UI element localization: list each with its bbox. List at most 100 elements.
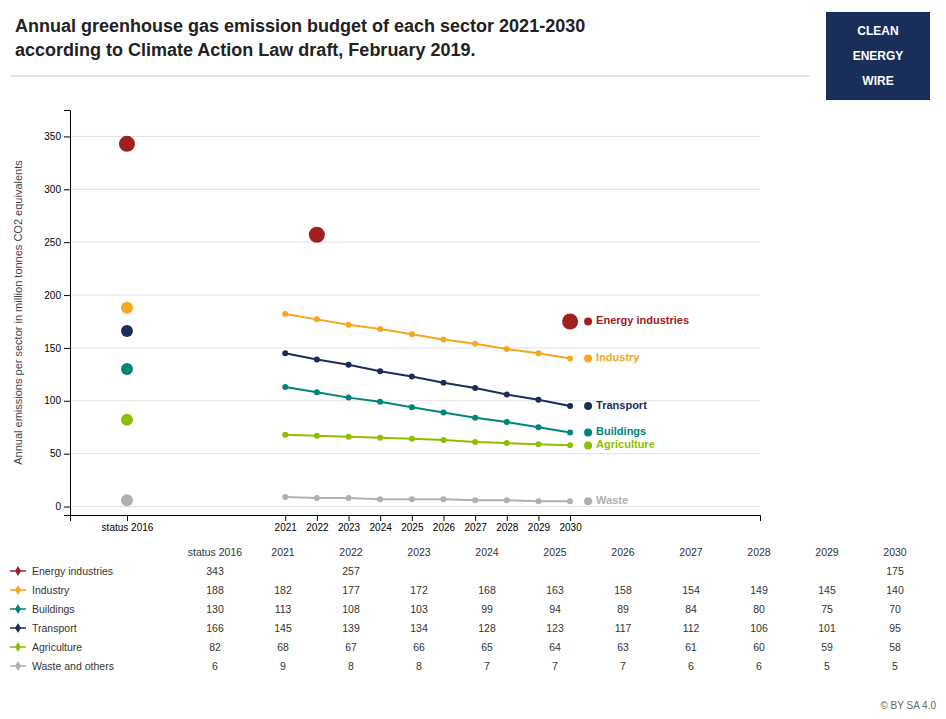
end-label: Agriculture: [596, 438, 655, 450]
tick-mark: [349, 515, 350, 521]
table-header: 2027: [679, 546, 703, 558]
table-row-name: Agriculture: [32, 641, 82, 653]
point: [377, 326, 383, 332]
point: [377, 399, 383, 405]
table-row-name: Buildings: [32, 603, 75, 615]
x-tick: 2026: [433, 515, 456, 533]
tick-label: 2025: [401, 522, 424, 533]
table-value: 66: [413, 641, 425, 653]
table-value: 139: [342, 622, 360, 634]
point: [282, 432, 288, 438]
tick-label: 300: [44, 184, 61, 195]
series: [121, 494, 573, 506]
line: [285, 387, 570, 432]
point: [440, 336, 446, 342]
table-header: 2030: [883, 546, 907, 558]
table-value: 123: [546, 622, 564, 634]
tick-mark: [507, 515, 508, 521]
tick-mark: [412, 515, 413, 521]
label-marker: [584, 402, 592, 410]
point: [535, 424, 541, 430]
point: [377, 368, 383, 374]
point: [346, 495, 352, 501]
point: [440, 437, 446, 443]
point: [409, 404, 415, 410]
table-value: 94: [549, 603, 561, 615]
table-value: 117: [615, 622, 632, 634]
table-value: 58: [889, 641, 901, 653]
table-value: 8: [416, 660, 422, 672]
table-value: 134: [410, 622, 428, 634]
x-tick: 2027: [465, 515, 488, 533]
table-value: 63: [617, 641, 629, 653]
label-marker: [584, 442, 592, 450]
point: [119, 136, 135, 152]
end-labels: Energy industriesIndustryTransportBuildi…: [584, 314, 689, 506]
tick-mark: [570, 515, 571, 521]
point: [504, 346, 510, 352]
tick-label: 2023: [338, 522, 361, 533]
table-value: 145: [274, 622, 292, 634]
table: status 201620212022202320242025202620272…: [10, 546, 907, 672]
point: [409, 373, 415, 379]
table-value: 68: [277, 641, 289, 653]
grid-line: [70, 400, 760, 401]
y-axis-title: Annual emissions per sector in million t…: [12, 160, 24, 465]
point: [440, 409, 446, 415]
table-value: 61: [685, 641, 697, 653]
line: [285, 497, 570, 501]
table-value: 108: [342, 603, 360, 615]
point: [472, 341, 478, 347]
table-value: 6: [212, 660, 218, 672]
point: [346, 434, 352, 440]
point: [504, 391, 510, 397]
tick-label: 2030: [559, 522, 582, 533]
x-tick: status 2016: [102, 515, 154, 533]
point: [121, 363, 133, 375]
tick-label: 2022: [306, 522, 329, 533]
table-value: 182: [274, 584, 292, 596]
grid-line: [70, 242, 760, 243]
point: [314, 433, 320, 439]
line: [285, 353, 570, 406]
tick-mark: [64, 136, 70, 137]
y-tick: 50: [50, 448, 70, 459]
point: [567, 355, 573, 361]
point: [121, 302, 133, 314]
table-value: 6: [756, 660, 762, 672]
y-axis: 050100150200250300350: [44, 111, 70, 516]
subtitle: according to Climate Action Law draft, F…: [15, 40, 475, 60]
table-row-marker: [15, 585, 21, 595]
table-value: 145: [818, 584, 836, 596]
table-value: 89: [617, 603, 629, 615]
point: [377, 496, 383, 502]
tick-label: 350: [44, 131, 61, 142]
table-value: 158: [614, 584, 632, 596]
table-header: 2021: [271, 546, 295, 558]
table-value: 175: [886, 565, 904, 577]
table-header: 2024: [475, 546, 499, 558]
table-value: 257: [342, 565, 360, 577]
chart: Annual greenhouse gas emission budget of…: [0, 0, 946, 719]
axis-line: [71, 516, 761, 522]
point: [472, 415, 478, 421]
table-value: 113: [275, 603, 292, 615]
y-tick: 250: [44, 237, 70, 248]
x-tick: 2023: [338, 515, 361, 533]
line: [285, 314, 570, 358]
point: [121, 494, 133, 506]
table-value: 103: [410, 603, 428, 615]
table-header: 2022: [339, 546, 363, 558]
y-tick: 300: [44, 184, 70, 195]
point: [314, 389, 320, 395]
table-value: 140: [886, 584, 904, 596]
point: [282, 311, 288, 317]
table-value: 7: [620, 660, 626, 672]
table-value: 82: [209, 641, 221, 653]
tick-label: 2027: [465, 522, 488, 533]
point: [377, 435, 383, 441]
table-value: 149: [750, 584, 768, 596]
point: [121, 325, 133, 337]
point: [504, 419, 510, 425]
tick-mark: [127, 515, 128, 521]
